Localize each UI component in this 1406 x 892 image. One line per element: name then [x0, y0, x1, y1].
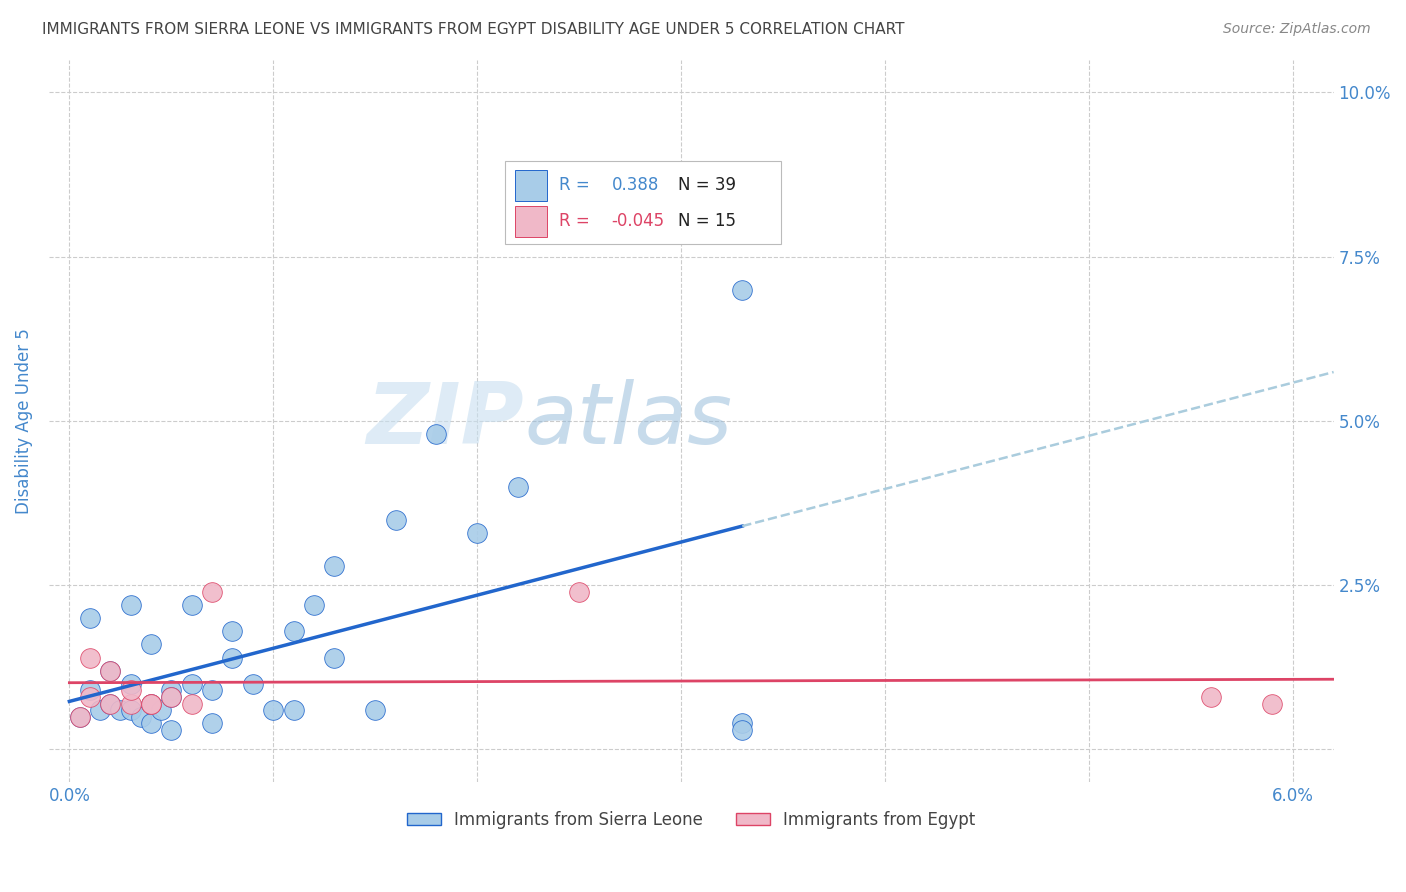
Point [160, 690, 183, 704]
Point [201, 584, 224, 599]
Point [79, 690, 101, 704]
Point [465, 525, 488, 540]
Point [120, 683, 142, 698]
Legend: Immigrants from Sierra Leone, Immigrants from Egypt: Immigrants from Sierra Leone, Immigrants… [401, 804, 981, 836]
Text: ZIP: ZIP [367, 379, 524, 462]
Y-axis label: Disability Age Under 5: Disability Age Under 5 [15, 328, 32, 514]
Point [283, 703, 305, 717]
Point [120, 677, 142, 691]
Point [98, 697, 121, 711]
Point [731, 283, 754, 297]
Point [731, 723, 754, 737]
Point [98, 664, 121, 678]
Point [129, 709, 152, 723]
Point [384, 512, 406, 526]
Point [160, 690, 183, 704]
Text: IMMIGRANTS FROM SIERRA LEONE VS IMMIGRANTS FROM EGYPT DISABILITY AGE UNDER 5 COR: IMMIGRANTS FROM SIERRA LEONE VS IMMIGRAN… [42, 22, 904, 37]
Point [89, 703, 111, 717]
Point [262, 703, 284, 717]
Point [160, 683, 183, 698]
Point [69, 709, 91, 723]
Point [139, 697, 162, 711]
Point [568, 584, 591, 599]
Point [139, 697, 162, 711]
Point [160, 723, 183, 737]
Point [731, 716, 754, 731]
Point [98, 664, 121, 678]
Point [139, 716, 162, 731]
Point [506, 480, 529, 494]
Point [69, 709, 91, 723]
Point [221, 624, 243, 639]
Text: R =: R = [560, 211, 595, 230]
Point [120, 697, 142, 711]
Point [120, 598, 142, 612]
Point [79, 650, 101, 665]
Text: N = 15: N = 15 [679, 211, 737, 230]
Text: 0.388: 0.388 [612, 177, 659, 194]
Point [180, 697, 202, 711]
Point [283, 624, 305, 639]
Point [1261, 697, 1284, 711]
Text: N = 39: N = 39 [679, 177, 737, 194]
Point [110, 703, 132, 717]
Point [1201, 690, 1223, 704]
Point [79, 683, 101, 698]
Point [98, 697, 121, 711]
Point [302, 598, 325, 612]
Point [221, 650, 243, 665]
Text: R =: R = [560, 177, 600, 194]
Point [150, 703, 173, 717]
Text: atlas: atlas [524, 379, 733, 462]
Point [323, 650, 346, 665]
FancyBboxPatch shape [505, 161, 782, 244]
Point [201, 716, 224, 731]
Bar [516, 206, 547, 236]
Point [180, 677, 202, 691]
Point [120, 703, 142, 717]
Bar [516, 170, 547, 201]
Text: Source: ZipAtlas.com: Source: ZipAtlas.com [1223, 22, 1371, 37]
Point [139, 637, 162, 651]
Point [323, 558, 346, 573]
Point [79, 611, 101, 625]
Point [201, 683, 224, 698]
Point [425, 427, 447, 442]
Point [364, 703, 387, 717]
Point [139, 697, 162, 711]
Point [242, 677, 264, 691]
Point [180, 598, 202, 612]
Text: -0.045: -0.045 [612, 211, 665, 230]
